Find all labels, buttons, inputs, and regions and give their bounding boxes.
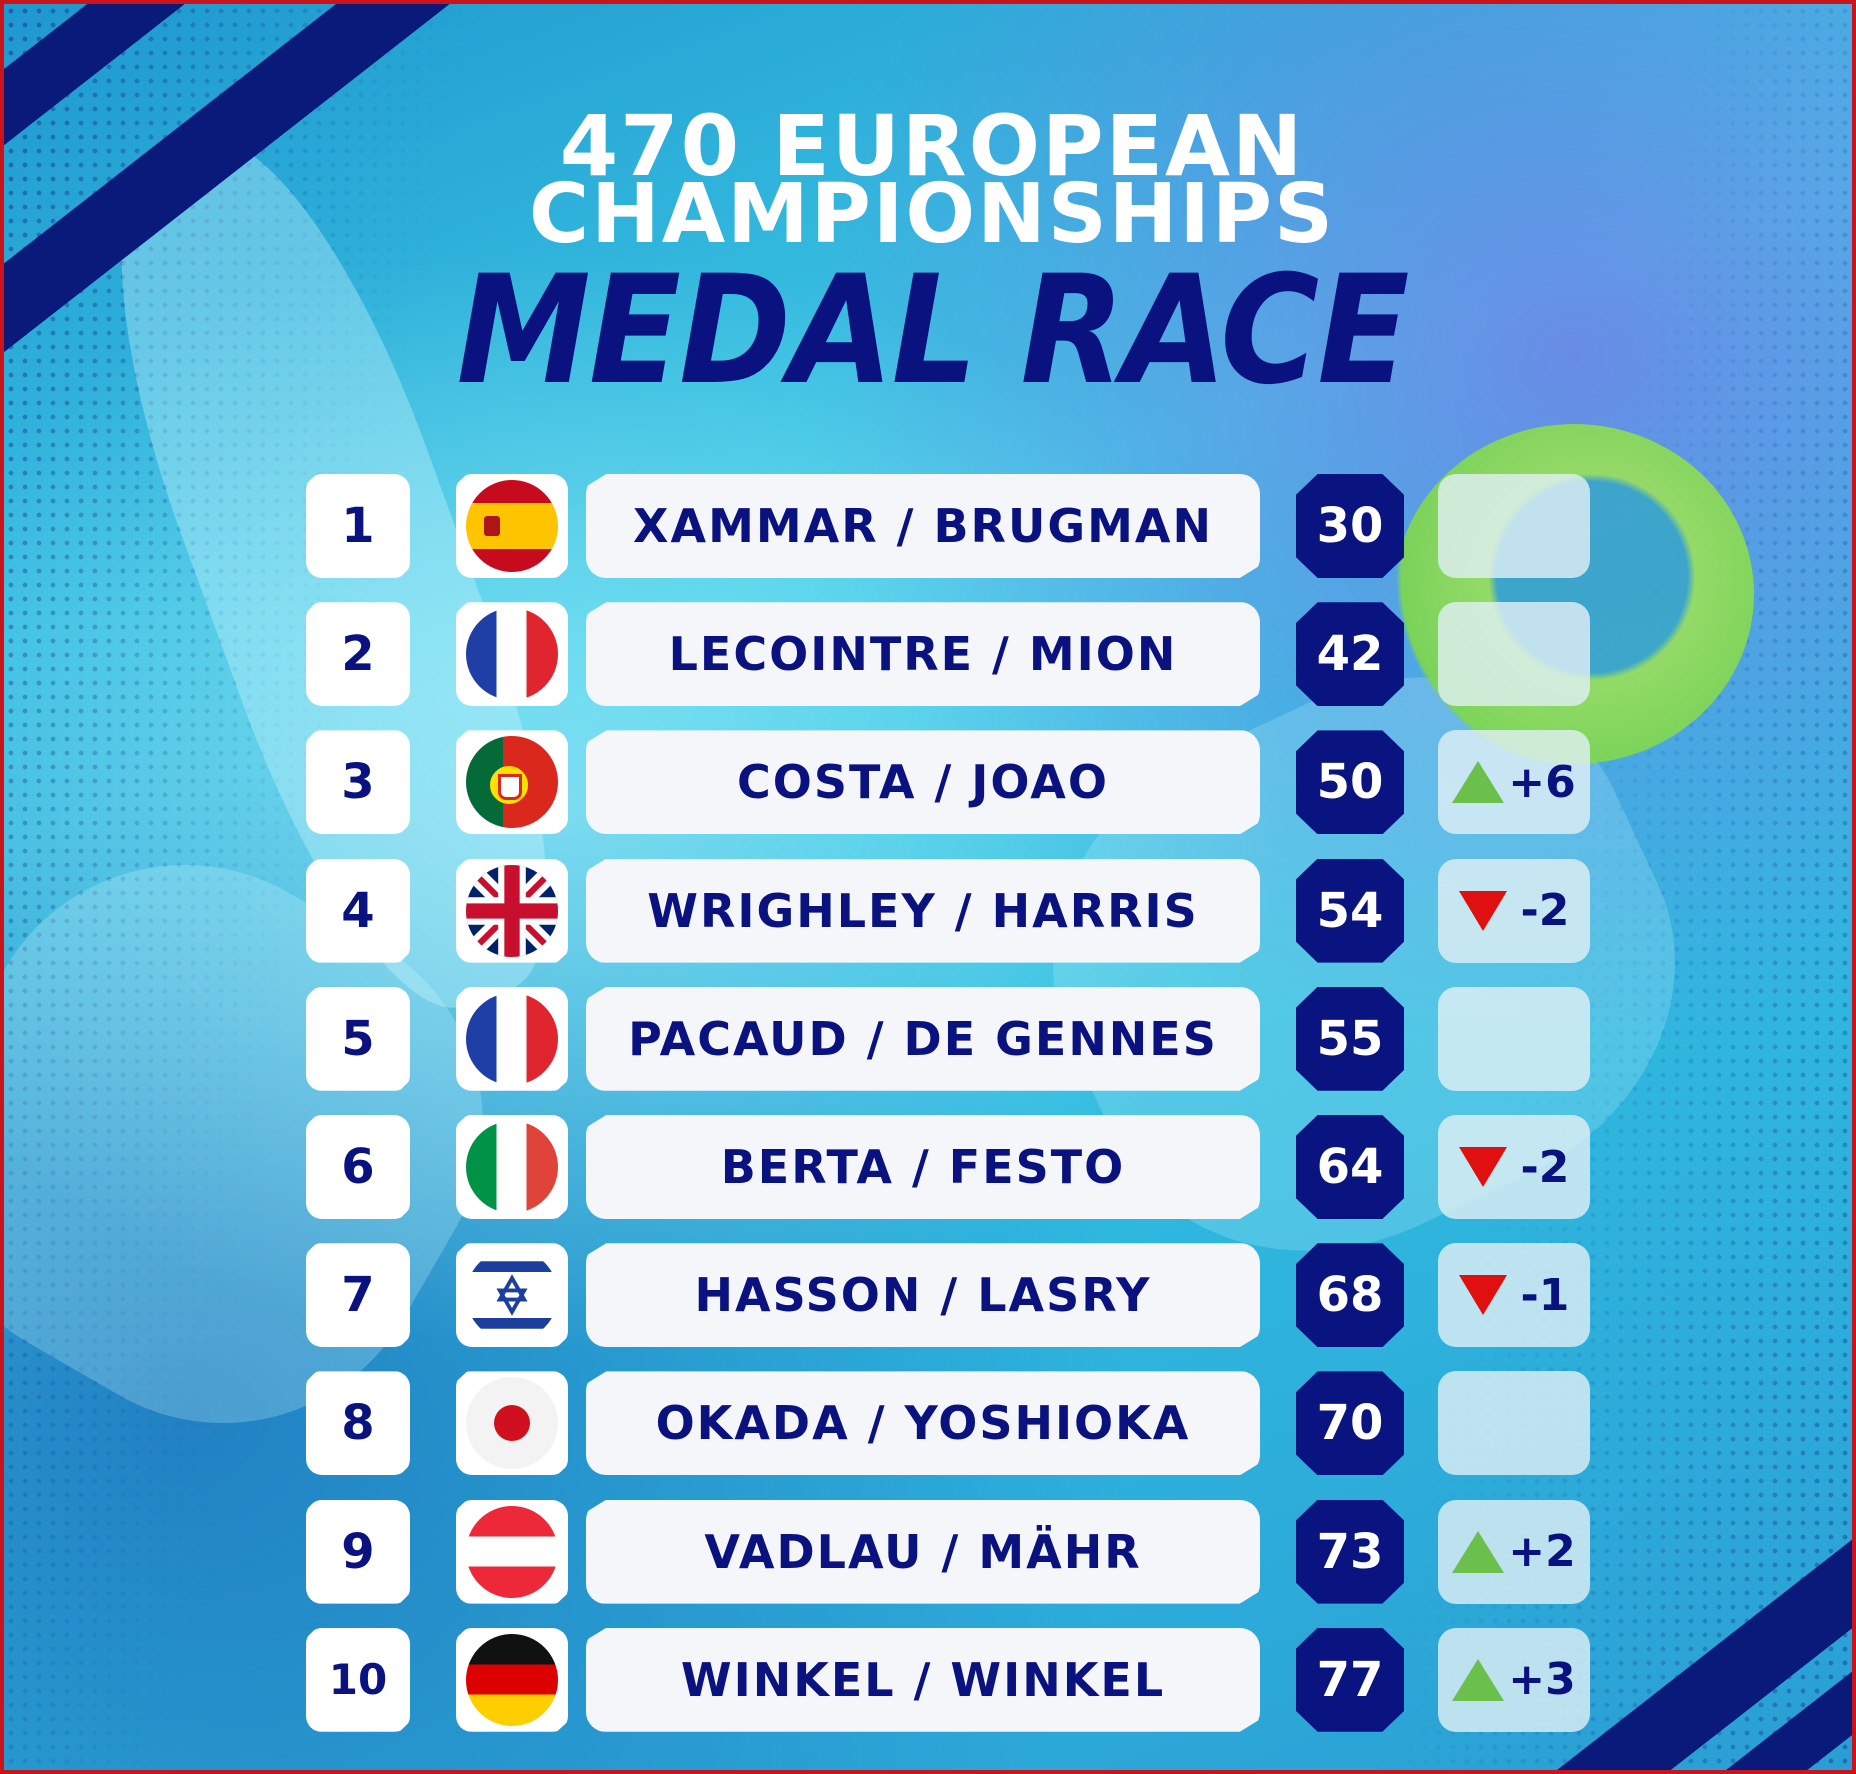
portugal-flag-icon xyxy=(466,736,558,829)
uk-flag-icon xyxy=(466,864,558,957)
rank-badge: 8 xyxy=(306,1371,410,1476)
france-flag-icon xyxy=(466,608,558,701)
arrow-up-icon xyxy=(1452,761,1505,804)
crew-name: XAMMAR / BRUGMAN xyxy=(586,474,1260,578)
position-change: +3 xyxy=(1438,1627,1590,1732)
position-change: +2 xyxy=(1438,1499,1590,1604)
rank-badge: 1 xyxy=(306,474,410,578)
standings-row: 1 XAMMAR / BRUGMAN 30 xyxy=(4,474,1852,578)
rank-badge: 7 xyxy=(306,1243,410,1348)
position-change-value: -2 xyxy=(1520,1141,1570,1193)
position-change-value: -1 xyxy=(1520,1269,1570,1321)
italy-flag-icon xyxy=(466,1121,558,1213)
standings-row: 2 LECOINTRE / MION 42 xyxy=(4,602,1852,707)
standings-row: 3 COSTA / JOAO 50 +6 xyxy=(4,730,1852,835)
israel-flag-icon xyxy=(466,1249,558,1342)
position-change xyxy=(1438,474,1590,578)
title-medal-race: MEDAL RACE xyxy=(456,244,1410,418)
rank-badge: 2 xyxy=(306,602,410,707)
spain-flag-icon xyxy=(466,480,558,572)
position-change: -2 xyxy=(1438,1115,1590,1219)
crew-name: BERTA / FESTO xyxy=(586,1115,1260,1219)
arrow-up-icon xyxy=(1452,1530,1505,1573)
points-badge: 54 xyxy=(1296,858,1404,963)
points-badge: 73 xyxy=(1296,1499,1404,1604)
position-change-value: -2 xyxy=(1520,885,1570,937)
arrow-down-icon xyxy=(1458,890,1507,931)
flag-badge xyxy=(456,474,568,578)
points-badge: 55 xyxy=(1296,986,1404,1091)
standings-row: 4 WRIGHLEY / HARRIS 54 -2 xyxy=(4,858,1852,963)
austria-flag-icon xyxy=(466,1505,558,1598)
points-badge: 50 xyxy=(1296,730,1404,835)
crew-name: VADLAU / MÄHR xyxy=(586,1499,1260,1604)
points-badge: 64 xyxy=(1296,1115,1404,1219)
flag-badge xyxy=(456,1371,568,1476)
position-change: -1 xyxy=(1438,1243,1590,1348)
points-badge: 68 xyxy=(1296,1243,1404,1348)
position-change: -2 xyxy=(1438,858,1590,963)
position-change xyxy=(1438,986,1590,1091)
rank-badge: 6 xyxy=(306,1115,410,1219)
crew-name: WINKEL / WINKEL xyxy=(586,1627,1260,1732)
flag-badge xyxy=(456,1627,568,1732)
position-change-value: +3 xyxy=(1508,1654,1576,1706)
crew-name: COSTA / JOAO xyxy=(586,730,1260,835)
crew-name: LECOINTRE / MION xyxy=(586,602,1260,707)
points-badge: 30 xyxy=(1296,474,1404,578)
arrow-down-icon xyxy=(1458,1147,1507,1187)
standings-row: 10 WINKEL / WINKEL 77 +3 xyxy=(4,1627,1852,1732)
position-change xyxy=(1438,1371,1590,1476)
crew-name: OKADA / YOSHIOKA xyxy=(586,1371,1260,1476)
germany-flag-icon xyxy=(466,1633,558,1726)
rank-badge: 4 xyxy=(306,858,410,963)
rank-badge: 10 xyxy=(306,1627,410,1732)
flag-badge xyxy=(456,986,568,1091)
flag-badge xyxy=(456,602,568,707)
flag-badge xyxy=(456,1499,568,1604)
points-badge: 77 xyxy=(1296,1627,1404,1732)
flag-badge xyxy=(456,858,568,963)
standings-row: 6 BERTA / FESTO 64 -2 xyxy=(4,1115,1852,1219)
japan-flag-icon xyxy=(466,1377,558,1470)
standings-row: 9 VADLAU / MÄHR 73 +2 xyxy=(4,1499,1852,1604)
crew-name: HASSON / LASRY xyxy=(586,1243,1260,1348)
title-line-2: CHAMPIONSHIPS xyxy=(528,167,1336,262)
flag-badge xyxy=(456,1115,568,1219)
standings-row: 8 OKADA / YOSHIOKA 70 xyxy=(4,1371,1852,1476)
arrow-down-icon xyxy=(1458,1275,1507,1316)
standings-row: 7 HASSON / LASRY 68 -1 xyxy=(4,1243,1852,1348)
points-badge: 42 xyxy=(1296,602,1404,707)
france-flag-icon xyxy=(466,992,558,1085)
rank-badge: 5 xyxy=(306,986,410,1091)
crew-name: WRIGHLEY / HARRIS xyxy=(586,858,1260,963)
position-change-value: +2 xyxy=(1508,1526,1576,1578)
flag-badge xyxy=(456,1243,568,1348)
title-line-1: 470 EUROPEAN xyxy=(559,97,1305,195)
flag-badge xyxy=(456,730,568,835)
rank-badge: 9 xyxy=(306,1499,410,1604)
position-change xyxy=(1438,602,1590,707)
position-change-value: +6 xyxy=(1508,756,1576,808)
arrow-up-icon xyxy=(1452,1658,1505,1701)
rank-badge: 3 xyxy=(306,730,410,835)
standings-row: 5 PACAUD / DE GENNES 55 xyxy=(4,986,1852,1091)
points-badge: 70 xyxy=(1296,1371,1404,1476)
crew-name: PACAUD / DE GENNES xyxy=(586,986,1260,1091)
position-change: +6 xyxy=(1438,730,1590,835)
